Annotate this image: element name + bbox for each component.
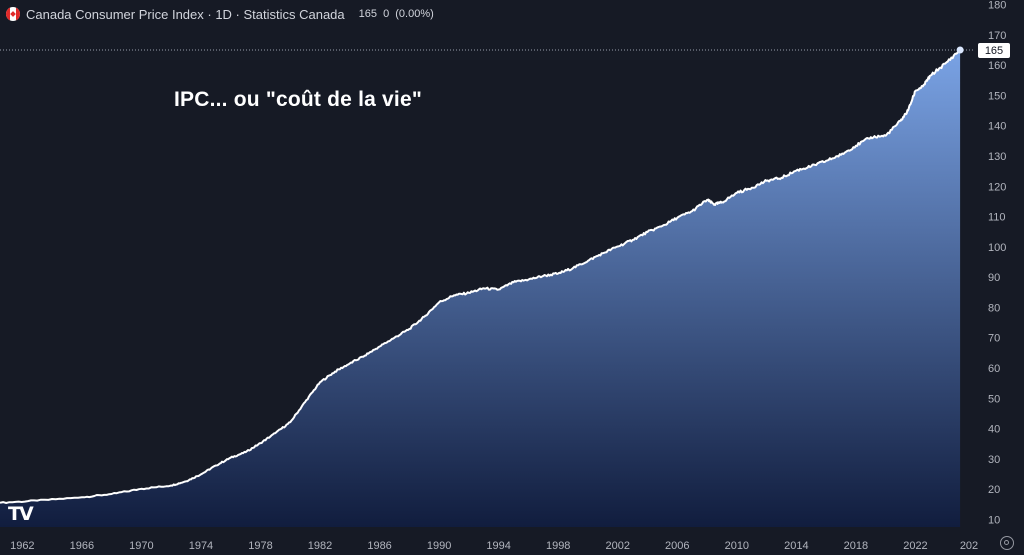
- x-tick-label: 1990: [427, 540, 451, 552]
- y-tick-label: 160: [988, 60, 1006, 72]
- y-tick-label: 60: [988, 363, 1000, 375]
- y-tick-label: 110: [988, 212, 1006, 224]
- y-tick-label: 140: [988, 121, 1006, 133]
- x-tick-label: 1962: [10, 540, 34, 552]
- x-tick-label: 1986: [367, 540, 391, 552]
- x-tick-label: 2006: [665, 540, 689, 552]
- canada-flag-icon: [6, 7, 20, 21]
- y-tick-label: 20: [988, 484, 1000, 496]
- last-price-label: 165: [985, 45, 1003, 57]
- x-tick-label: 1982: [308, 540, 332, 552]
- x-tick-label: 1966: [70, 540, 94, 552]
- x-tick-label: 1970: [129, 540, 153, 552]
- y-tick-label: 50: [988, 393, 1000, 405]
- y-tick-label: 70: [988, 333, 1000, 345]
- x-tick-label: 2018: [844, 540, 868, 552]
- series-area: [0, 50, 961, 527]
- x-tick-label: 2022: [903, 540, 927, 552]
- x-tick-label: 2014: [784, 540, 808, 552]
- x-tick-label: 1978: [248, 540, 272, 552]
- y-tick-label: 180: [988, 0, 1006, 12]
- tradingview-logo[interactable]: TV: [8, 503, 34, 525]
- y-tick-label: 120: [988, 181, 1006, 193]
- x-tick-label: 1974: [189, 540, 213, 552]
- y-tick-label: 130: [988, 151, 1006, 163]
- last-price-badge: [978, 42, 1010, 58]
- x-axis[interactable]: 1962 1966 1970 1974 1978 1982 1986 1990 1994 1998…: [10, 540, 978, 552]
- x-tick-label: 2002: [606, 540, 630, 552]
- last-value: 165: [358, 8, 378, 20]
- y-tick-label: 100: [988, 242, 1006, 254]
- x-tick-label: 2010: [725, 540, 749, 552]
- y-tick-label: 30: [988, 454, 1000, 466]
- x-tick-label: 1994: [486, 540, 510, 552]
- x-tick-label: 202: [960, 540, 978, 552]
- y-tick-label: 150: [988, 90, 1006, 102]
- chart-annotation[interactable]: IPC... ou "coût de la vie": [174, 88, 422, 111]
- change-value: 0: [383, 8, 390, 20]
- series-line[interactable]: [0, 49, 961, 504]
- y-tick-label: 10: [988, 514, 1000, 526]
- y-tick-label: 170: [988, 30, 1006, 42]
- change-percent: (0.00%): [395, 8, 434, 20]
- x-tick-label: 1998: [546, 540, 570, 552]
- symbol-title[interactable]: Canada Consumer Price Index · 1D · Stati…: [26, 6, 345, 22]
- chart-header: Canada Consumer Price Index · 1D · Stati…: [6, 5, 437, 23]
- y-tick-label: 90: [988, 272, 1000, 284]
- last-point-marker[interactable]: [956, 46, 964, 54]
- price-readout: 165 0 (0.00%): [359, 8, 437, 20]
- y-tick-label: 80: [988, 302, 1000, 314]
- y-axis[interactable]: 10 20 30 40 50 60 70 80 90 100 110 120 130 140 150 160 1…: [978, 0, 1010, 526]
- y-tick-label: 40: [988, 424, 1000, 436]
- settings-icon[interactable]: [1000, 536, 1014, 550]
